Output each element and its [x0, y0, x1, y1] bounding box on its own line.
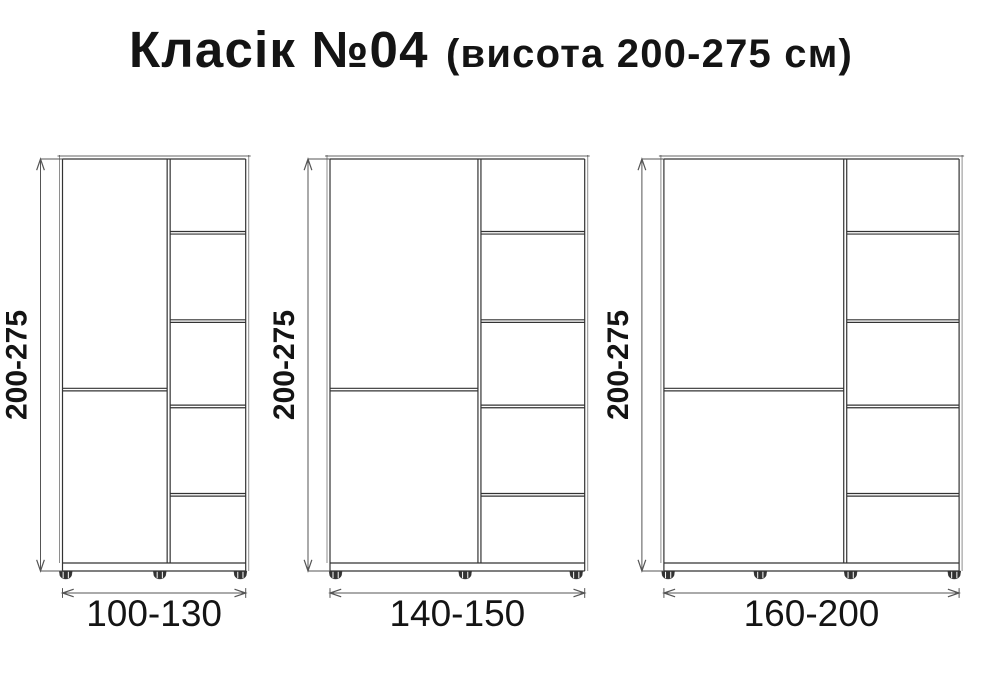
svg-text:100-130: 100-130	[86, 593, 222, 634]
svg-text:200-275: 200-275	[268, 310, 301, 420]
svg-text:140-150: 140-150	[389, 593, 525, 634]
svg-text:200-275: 200-275	[1, 310, 34, 420]
svg-text:200-275: 200-275	[602, 310, 635, 420]
svg-text:160-200: 160-200	[744, 593, 880, 634]
